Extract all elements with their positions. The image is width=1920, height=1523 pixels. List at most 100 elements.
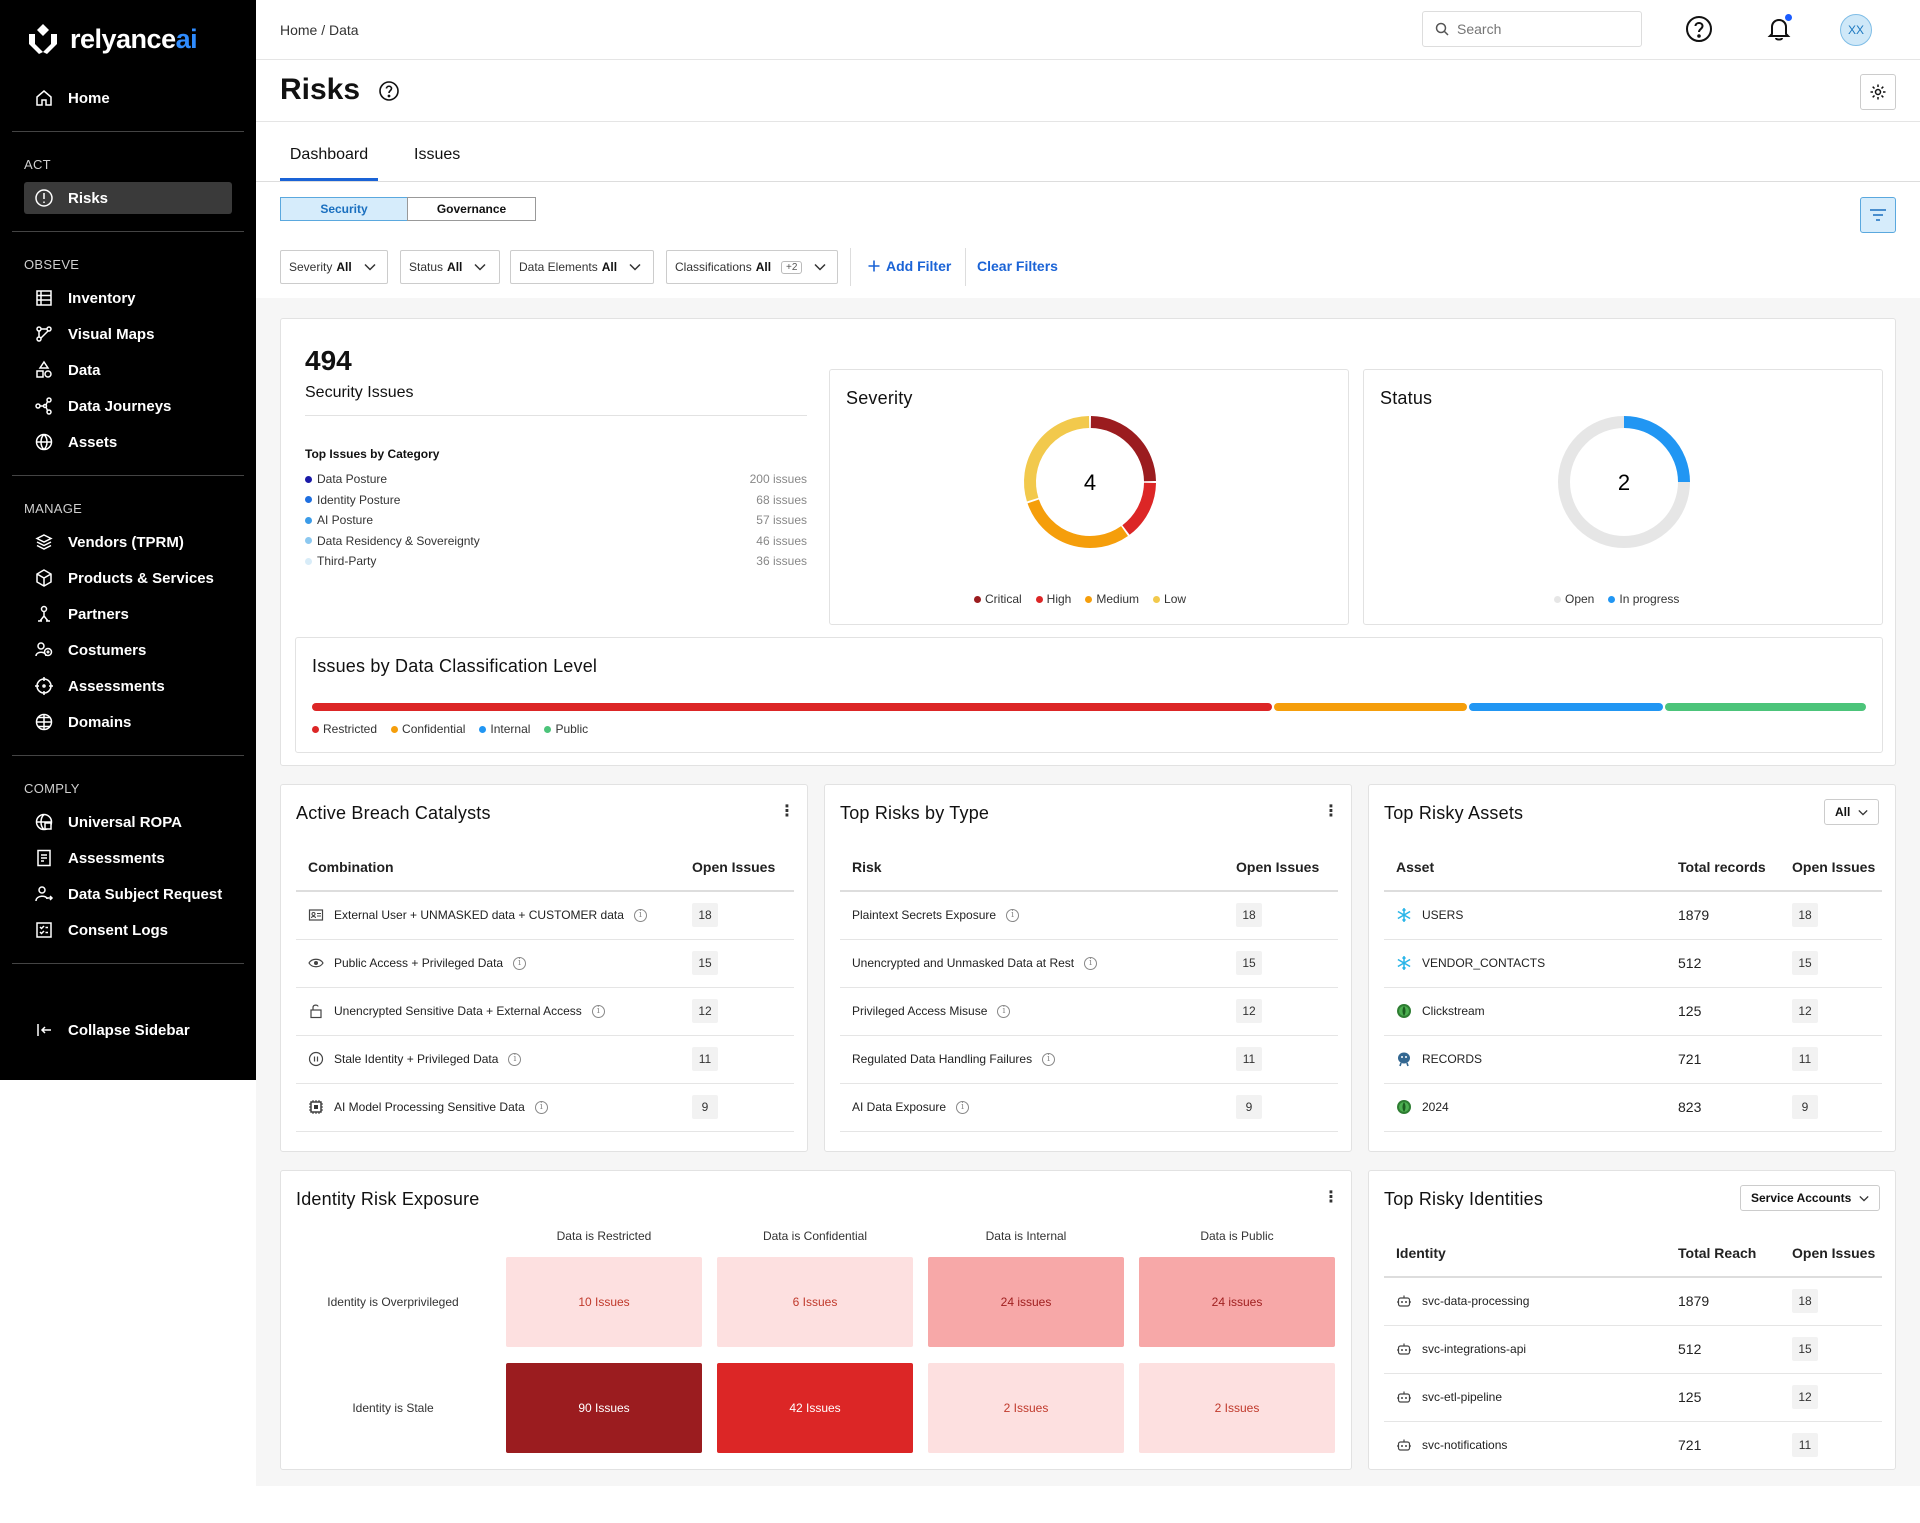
info-icon[interactable]: i [591,1004,605,1018]
breadcrumb[interactable]: Home / Data [280,22,359,38]
more-options-icon[interactable]: ⋮ [779,803,795,820]
legend-item[interactable]: Critical [974,592,1022,606]
settings-button[interactable] [1860,74,1896,110]
severity-slice-medium[interactable] [1027,499,1128,548]
table-row[interactable]: Plaintext Secrets Exposure i 18 [840,891,1338,940]
info-icon[interactable]: i [513,956,527,970]
sidebar-item-assessments-comply[interactable]: Assessments [24,842,232,874]
heatmap-cell[interactable]: 2 Issues [928,1363,1124,1453]
legend-item[interactable]: Medium [1085,592,1139,606]
add-filter-button[interactable]: Add Filter [868,258,951,274]
tab-issues[interactable]: Issues [414,146,461,163]
tab-dashboard[interactable]: Dashboard [280,146,378,181]
table-row[interactable]: Clickstream 125 12 [1384,987,1882,1036]
legend-item[interactable]: Restricted [312,722,377,736]
table-row[interactable]: RECORDS 721 11 [1384,1035,1882,1084]
bar-segment-public[interactable] [1664,703,1866,711]
sidebar-item-consent-logs[interactable]: Consent Logs [24,914,232,946]
help-circle-icon[interactable] [378,80,400,102]
identity-type-dropdown[interactable]: Service Accounts [1740,1185,1881,1211]
category-row[interactable]: Identity Posture 68 issues [305,490,807,510]
severity-slice-critical[interactable] [1090,416,1156,482]
sidebar-item-universal-ropa[interactable]: Universal ROPA [24,806,232,838]
heatmap-cell[interactable]: 90 Issues [506,1363,702,1453]
info-icon[interactable]: i [534,1100,548,1114]
search-box[interactable] [1422,11,1642,47]
heatmap-cell[interactable]: 42 Issues [717,1363,913,1453]
sidebar-item-data-subject-request[interactable]: Data Subject Request [24,878,232,910]
table-row[interactable]: AI Model Processing Sensitive Data i 9 [296,1083,794,1132]
info-icon[interactable]: i [1084,956,1098,970]
info-icon[interactable]: i [997,1004,1011,1018]
table-row[interactable]: Unencrypted Sensitive Data + External Ac… [296,987,794,1036]
sidebar-item-vendors[interactable]: Vendors (TPRM) [24,526,232,558]
clear-filters-button[interactable]: Clear Filters [977,258,1058,274]
legend-item[interactable]: Open [1554,592,1594,606]
status-slice-open[interactable] [1558,416,1690,548]
table-row[interactable]: 2024 823 9 [1384,1083,1882,1132]
asset-scope-dropdown[interactable]: All [1824,799,1880,825]
notifications-button[interactable] [1764,14,1794,44]
table-row[interactable]: svc-etl-pipeline 125 12 [1384,1373,1882,1422]
severity-slice-low[interactable] [1024,416,1090,502]
bar-segment-internal[interactable] [1469,703,1663,711]
info-icon[interactable]: i [1042,1052,1056,1066]
table-row[interactable]: VENDOR_CONTACTS 512 15 [1384,939,1882,988]
sidebar-item-data-journeys[interactable]: Data Journeys [24,390,232,422]
table-row[interactable]: USERS 1879 18 [1384,891,1882,940]
heatmap-cell[interactable]: 10 Issues [506,1257,702,1347]
filter-toggle-button[interactable] [1860,197,1896,233]
legend-item[interactable]: In progress [1608,592,1679,606]
info-icon[interactable]: i [633,908,647,922]
table-row[interactable]: svc-notifications 721 11 [1384,1421,1882,1469]
status-slice-in-progress[interactable] [1623,416,1690,483]
segment-security[interactable]: Security [280,197,408,221]
table-row[interactable]: Unencrypted and Unmasked Data at Rest i 15 [840,939,1338,988]
sidebar-item-home[interactable]: Home [24,82,232,114]
bar-segment-restricted[interactable] [312,703,1272,711]
heatmap-cell[interactable]: 6 Issues [717,1257,913,1347]
info-icon[interactable]: i [1006,908,1020,922]
category-row[interactable]: Data Posture 200 issues [305,469,807,489]
category-row[interactable]: Data Residency & Sovereignty 46 issues [305,531,807,551]
data-elements-filter-dropdown[interactable]: Data Elements All [510,250,654,284]
sidebar-item-risks[interactable]: Risks [24,182,232,214]
heatmap-cell[interactable]: 24 issues [928,1257,1124,1347]
heatmap-cell[interactable]: 2 Issues [1139,1363,1335,1453]
sidebar-item-inventory[interactable]: Inventory [24,282,232,314]
table-row[interactable]: Regulated Data Handling Failures i 11 [840,1035,1338,1084]
brand-logo[interactable]: relyanceai [26,22,198,56]
legend-item[interactable]: Confidential [391,722,465,736]
table-row[interactable]: Stale Identity + Privileged Data i 11 [296,1035,794,1084]
sidebar-item-assessments-manage[interactable]: Assessments [24,670,232,702]
table-row[interactable]: svc-integrations-api 512 15 [1384,1325,1882,1374]
info-icon[interactable]: i [956,1100,970,1114]
more-options-icon[interactable]: ⋮ [1323,803,1339,820]
sidebar-item-visual-maps[interactable]: Visual Maps [24,318,232,350]
sidebar-item-data[interactable]: Data [24,354,232,386]
heatmap-cell[interactable]: 24 issues [1139,1257,1335,1347]
severity-filter-dropdown[interactable]: Severity All [280,250,388,284]
sidebar-item-assets[interactable]: Assets [24,426,232,458]
classifications-filter-dropdown[interactable]: Classifications All +2 [666,250,838,284]
avatar[interactable]: XX [1840,14,1872,46]
sidebar-item-products-services[interactable]: Products & Services [24,562,232,594]
sidebar-item-partners[interactable]: Partners [24,598,232,630]
info-icon[interactable]: i [508,1052,522,1066]
legend-item[interactable]: Low [1153,592,1186,606]
bar-segment-confidential[interactable] [1273,703,1468,711]
severity-slice-high[interactable] [1122,482,1156,535]
table-row[interactable]: svc-data-processing 1879 18 [1384,1277,1882,1326]
table-row[interactable]: External User + UNMASKED data + CUSTOMER… [296,891,794,940]
table-row[interactable]: AI Data Exposure i 9 [840,1083,1338,1132]
collapse-sidebar-button[interactable]: Collapse Sidebar [24,1014,232,1046]
status-filter-dropdown[interactable]: Status All [400,250,500,284]
help-button[interactable] [1684,14,1714,44]
sidebar-item-costumers[interactable]: Costumers [24,634,232,666]
segment-governance[interactable]: Governance [407,197,536,221]
more-options-icon[interactable]: ⋮ [1323,1189,1339,1206]
legend-item[interactable]: Internal [479,722,530,736]
legend-item[interactable]: High [1035,592,1071,606]
category-row[interactable]: Third-Party 36 issues [305,551,807,571]
search-input[interactable] [1457,21,1627,37]
